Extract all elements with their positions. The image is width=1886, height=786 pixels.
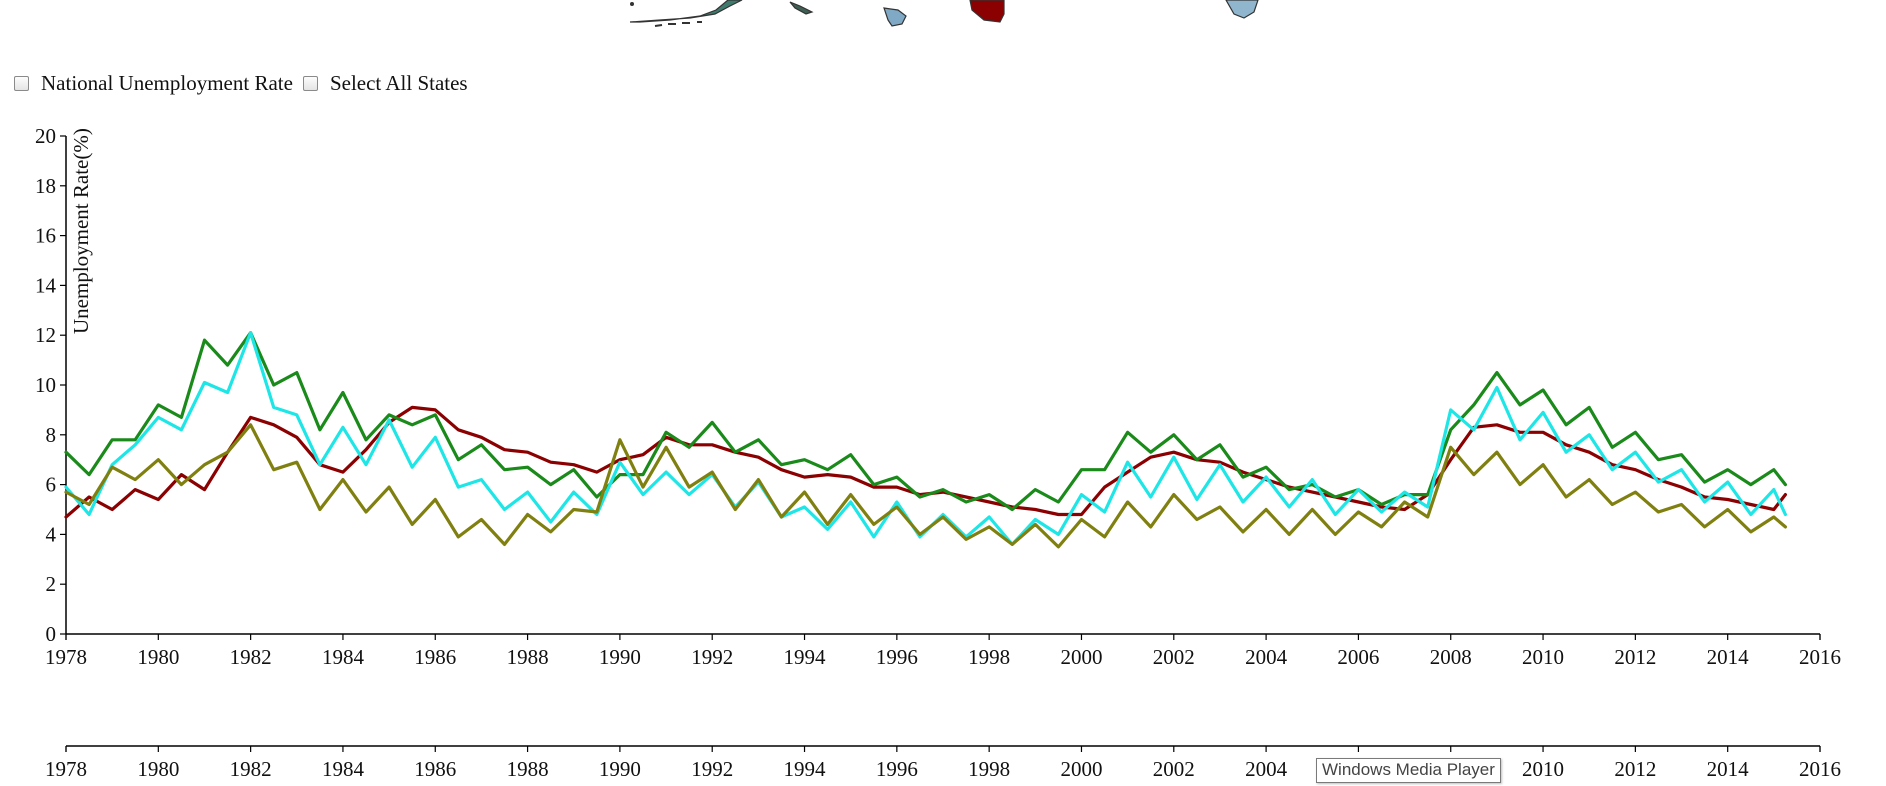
x-tick-label: 1990 — [599, 645, 641, 669]
y-tick-label: 6 — [46, 473, 57, 497]
national-rate-option[interactable]: National Unemployment Rate — [14, 71, 293, 96]
brush-x-tick-label: 2016 — [1799, 757, 1841, 781]
windows-media-player-tooltip: Windows Media Player — [1316, 758, 1501, 783]
x-tick-label: 2004 — [1245, 645, 1288, 669]
series-line-3[interactable] — [64, 331, 1787, 546]
x-tick-label: 2000 — [1060, 645, 1102, 669]
series-line-2[interactable] — [64, 331, 1787, 512]
brush-x-tick-label: 1996 — [876, 757, 918, 781]
y-tick-label: 4 — [46, 522, 57, 546]
alaska-map-shape[interactable] — [629, 0, 743, 23]
island-dot — [630, 2, 634, 6]
brush-x-tick-label: 1984 — [322, 757, 365, 781]
y-tick-label: 8 — [46, 423, 57, 447]
y-tick-label: 20 — [35, 124, 56, 148]
x-axis: 1978 1980 1982 1984 1986 1988 1990 1992 1994 1996… — [45, 633, 1841, 669]
brush-x-tick-label: 1980 — [137, 757, 179, 781]
national-rate-label: National Unemployment Rate — [41, 70, 293, 95]
x-tick-label: 1980 — [137, 645, 179, 669]
y-axis: 0 2 4 6 8 10 12 14 16 18 20 — [35, 124, 67, 646]
state-map-fragment[interactable] — [0, 0, 1886, 30]
brush-x-tick-label: 1978 — [45, 757, 87, 781]
select-all-states-option[interactable]: Select All States — [302, 70, 468, 96]
y-tick-label: 12 — [35, 323, 56, 347]
y-tick-label: 14 — [35, 273, 57, 297]
x-tick-label: 1996 — [876, 645, 918, 669]
x-tick-label: 1998 — [968, 645, 1010, 669]
x-tick-label: 2014 — [1707, 645, 1750, 669]
brush-x-tick-label: 2004 — [1245, 757, 1288, 781]
brush-x-tick-label: 1990 — [599, 757, 641, 781]
x-tick-label: 1984 — [322, 645, 365, 669]
brush-x-tick-label: 1998 — [968, 757, 1010, 781]
x-tick-label: 2002 — [1153, 645, 1195, 669]
island-shape[interactable] — [789, 1, 814, 15]
series-line-4[interactable] — [64, 423, 1787, 549]
brush-x-axis[interactable]: 1978 1980 1982 1984 1986 1988 1990 1992 1994 1996… — [45, 745, 1841, 781]
brush-x-tick-label: 2014 — [1707, 757, 1750, 781]
y-tick-label: 16 — [35, 224, 56, 248]
x-tick-label: 2012 — [1614, 645, 1656, 669]
x-tick-label: 1992 — [691, 645, 733, 669]
chart-controls: National Unemployment Rate Select All St… — [14, 68, 478, 98]
florida-map-shape[interactable] — [1225, 0, 1259, 19]
brush-x-tick-label: 2012 — [1614, 757, 1656, 781]
x-tick-label: 1986 — [414, 645, 456, 669]
x-tick-label: 1982 — [230, 645, 272, 669]
brush-x-tick-label: 1994 — [784, 757, 827, 781]
x-tick-label: 2008 — [1430, 645, 1472, 669]
aleutian-islands-shape[interactable] — [654, 21, 702, 27]
y-tick-label: 0 — [46, 622, 57, 646]
brush-x-tick-label: 2010 — [1522, 757, 1564, 781]
x-tick-label: 1994 — [784, 645, 827, 669]
brush-x-tick-label: 2002 — [1153, 757, 1195, 781]
y-tick-label: 18 — [35, 174, 56, 198]
x-tick-label: 1988 — [507, 645, 549, 669]
y-tick-label: 10 — [35, 373, 56, 397]
brush-x-tick-label: 1992 — [691, 757, 733, 781]
brush-x-tick-label: 1982 — [230, 757, 272, 781]
y-axis-label: Unemployment Rate(%) — [69, 128, 93, 334]
hawaii-map-shape[interactable] — [883, 7, 907, 27]
select-all-states-label: Select All States — [329, 70, 468, 95]
brush-x-tick-label: 1986 — [414, 757, 456, 781]
brush-x-tick-label: 1988 — [507, 757, 549, 781]
brush-x-tick-label: 2000 — [1060, 757, 1102, 781]
x-tick-label: 1978 — [45, 645, 87, 669]
series-layer[interactable] — [64, 331, 1787, 549]
national-rate-checkbox[interactable] — [14, 75, 29, 91]
x-tick-label: 2016 — [1799, 645, 1841, 669]
y-tick-label: 2 — [46, 572, 57, 596]
select-all-states-checkbox[interactable] — [302, 75, 318, 91]
x-tick-label: 2006 — [1337, 645, 1379, 669]
texas-map-shape[interactable] — [969, 0, 1005, 23]
x-tick-label: 2010 — [1522, 645, 1564, 669]
